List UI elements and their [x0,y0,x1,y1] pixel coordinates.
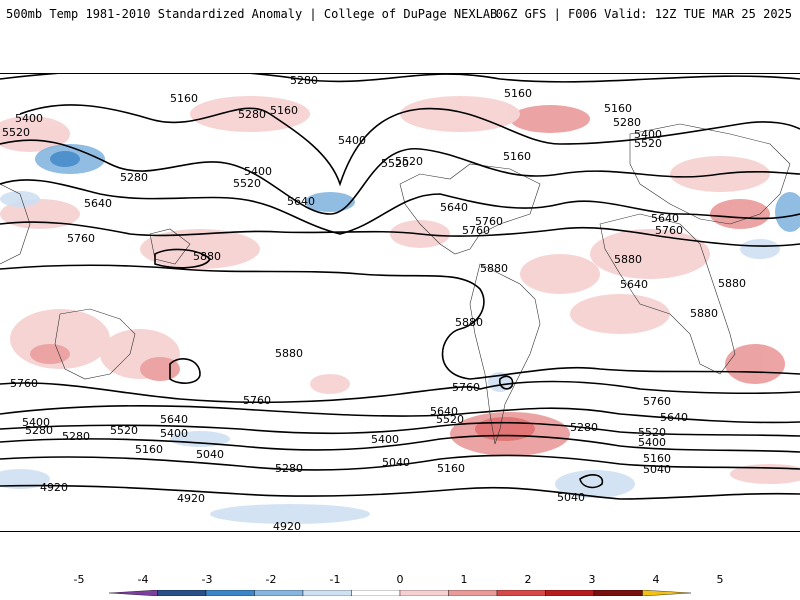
contour-label: 5640 [287,195,315,208]
colorbar-segment [205,590,255,596]
anomaly-map: 5280 5160 5400 5520 5280 5400 5520 5280 … [0,74,800,531]
colorbar-segment [399,590,449,596]
colorbar-tick: 2 [524,573,532,586]
contour-label: 5760 [243,394,271,407]
contour-label: 5160 [437,462,465,475]
colorbar-segment [496,590,546,596]
contour-label: 5520 [638,426,666,439]
colorbar-tick: 0 [396,573,404,586]
title-bar: 500mb Temp 1981-2010 Standardized Anomal… [0,0,800,30]
contour-label: 5640 [620,278,648,291]
contour-label: 5400 [15,112,43,125]
contour-label: 5160 [604,102,632,115]
colorbar-tick: -3 [201,573,213,586]
contour-label: 5640 [160,413,188,426]
contour-label: 5280 [290,74,318,87]
contour-label: 5040 [382,456,410,469]
contour-label: 5280 [25,424,53,437]
contour-label: 5400 [244,165,272,178]
contour-label: 5760 [462,224,490,237]
contour-label: 5400 [338,134,366,147]
contour-label: 5640 [440,201,468,214]
contour-label: 5160 [170,92,198,105]
contour-label: 5640 [651,212,679,225]
contour-label: 5280 [120,171,148,184]
contour-label: 5520 [381,157,409,170]
colorbar-tick: 4 [652,573,660,586]
colorbar-segment [254,590,304,596]
map-title: 500mb Temp 1981-2010 Standardized Anomal… [6,7,498,21]
model-run-info: 06Z GFS | F006 Valid: 12Z TUE MAR 25 202… [495,7,792,21]
contour-label: 5640 [84,197,112,210]
contour-label: 4920 [177,492,205,505]
contour-label: 5280 [62,430,90,443]
colorbar-tick: 1 [460,573,468,586]
contour-label: 5880 [455,316,483,329]
colorbar-strip [108,590,692,596]
contour-label: 5520 [436,413,464,426]
contour-label: 4920 [40,481,68,494]
colorbar: -5 -4 -3 -2 -1 0 1 2 3 4 5 [0,570,800,600]
contour-label: 5880 [193,250,221,263]
contour-label: 5760 [475,215,503,228]
contour-labels: 5280 5160 5400 5520 5280 5400 5520 5280 … [2,74,746,531]
colorbar-tick: 3 [588,573,596,586]
contour-label: 5160 [270,104,298,117]
contour-label: 5400 [634,128,662,141]
contour-label: 5280 [570,421,598,434]
contour-label: 5400 [22,416,50,429]
contour-label: 5160 [503,150,531,163]
contour-label: 5640 [430,405,458,418]
contour-label: 5040 [557,491,585,504]
contour-label: 5880 [690,307,718,320]
colorbar-segment [593,590,643,596]
contour-label: 5520 [634,137,662,150]
contour-label: 5040 [196,448,224,461]
height-contours [0,74,800,500]
contour-label: 5760 [67,232,95,245]
contour-label: 5880 [275,347,303,360]
colorbar-segment [157,590,207,596]
contour-label: 4920 [273,520,301,531]
contour-label: 5640 [660,411,688,424]
contour-label: 5760 [643,395,671,408]
colorbar-segment [448,590,498,596]
colorbar-segment [545,590,595,596]
colorbar-segment [351,590,401,596]
map-panel: 5280 5160 5400 5520 5280 5400 5520 5280 … [0,73,800,532]
contour-label: 5520 [2,126,30,139]
colorbar-tick: -5 [73,573,85,586]
colorbar-tick: -1 [329,573,341,586]
contour-label: 5880 [480,262,508,275]
coastlines [0,123,791,445]
contour-label: 5760 [10,377,38,390]
colorbar-tick: -2 [265,573,277,586]
colorbar-tick: 5 [716,573,724,586]
contour-label: 5520 [233,177,261,190]
contour-label: 5520 [110,424,138,437]
colorbar-segment [302,590,352,596]
contour-label: 5880 [718,277,746,290]
colorbar-segment [108,590,158,596]
contour-label: 5760 [452,381,480,394]
contour-label: 5160 [135,443,163,456]
colorbar-tick: -4 [137,573,149,586]
contour-label: 5880 [614,253,642,266]
contour-label: 5400 [638,436,666,449]
contour-label: 5760 [655,224,683,237]
contour-label: 5280 [238,108,266,121]
contour-label: 5160 [504,87,532,100]
contour-label: 5520 [395,155,423,168]
contour-label: 5280 [275,462,303,475]
contour-label: 5280 [613,116,641,129]
colorbar-segment [642,590,692,596]
contour-label: 5400 [371,433,399,446]
contour-label: 5040 [643,463,671,476]
contour-label: 5400 [160,427,188,440]
contour-label: 5160 [643,452,671,465]
